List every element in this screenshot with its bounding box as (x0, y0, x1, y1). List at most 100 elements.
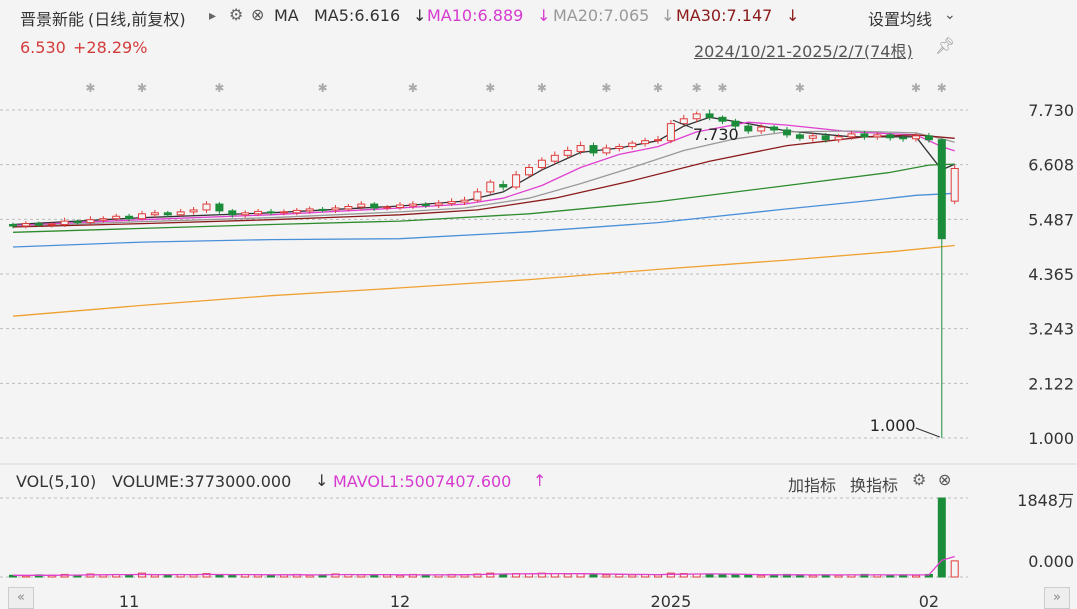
ma60-line (12, 163, 955, 233)
candle-body (254, 210, 263, 215)
candle-body (383, 206, 392, 209)
candle-body (641, 140, 650, 145)
candle-body (408, 203, 417, 207)
volume-bar (499, 573, 508, 578)
add-indicator-button[interactable]: 加指标 (788, 476, 837, 495)
candle-body (563, 149, 572, 156)
event-markers: ✱ ✱ ✱ ✱ ✱ ✱ ✱ ✱ ✱ ✱ ✱ ✱ ✱ ✱ (85, 81, 946, 95)
candle-body (912, 135, 920, 140)
annotation-arrow (672, 119, 694, 129)
volume-bar (602, 574, 611, 578)
volume-bar (718, 574, 727, 578)
candle-body (125, 215, 134, 220)
scroll-right-button[interactable]: » (1044, 587, 1070, 609)
candle-body (138, 213, 146, 220)
event-marker-icon: ✱ (408, 81, 418, 95)
y-tick-label: 6.608 (1028, 156, 1074, 175)
candle-body (396, 204, 404, 208)
scroll-left-button[interactable]: « (8, 587, 34, 609)
chart-mode: (日线,前复权) (88, 10, 186, 29)
candle-body (215, 203, 224, 212)
volume-bar (757, 574, 766, 578)
ma20-value: MA20:7.065 (553, 6, 650, 25)
ma5-value: MA5:6.616 (314, 6, 401, 25)
y-tick-label: 3.243 (1028, 320, 1074, 339)
candle-body (615, 146, 624, 150)
candle-body (460, 199, 469, 203)
candle-body (112, 215, 121, 220)
candle-body (744, 125, 753, 132)
candle-body (331, 207, 340, 211)
candle-body (370, 203, 379, 209)
chart-header: 晋景新能 (日线,前复权) ▸ ⚙ ⊗ MA MA5:6.616 ↓ MA10:… (0, 0, 1077, 62)
volume-bar (744, 574, 753, 578)
candle-body (821, 135, 830, 141)
x-tick-label: 11 (119, 592, 139, 609)
candle-body (202, 203, 211, 211)
candle-body (47, 223, 56, 226)
switch-indicator-button[interactable]: 换指标 (850, 476, 899, 495)
indicator-close-icon[interactable]: ⊗ (938, 470, 952, 489)
volume-value: VOLUME:3773000.000 (112, 472, 292, 491)
stock-name[interactable]: 晋景新能 (20, 10, 85, 29)
candle-body (447, 201, 456, 205)
gear-icon[interactable]: ⚙ (229, 5, 244, 24)
chevron-down-icon[interactable]: ⌄ (944, 7, 956, 23)
volume-bar (486, 572, 495, 578)
event-marker-icon: ✱ (318, 81, 328, 95)
volume-bar (163, 574, 172, 578)
candle-body (847, 133, 856, 138)
candle-body (705, 113, 714, 118)
candle-body (886, 134, 895, 139)
ma10-value: MA10:6.889 (427, 6, 524, 25)
y-tick-label: 2.122 (1028, 374, 1074, 393)
candle-body (770, 126, 779, 131)
price-gridlines (0, 109, 968, 439)
candle-body (602, 147, 611, 154)
ma10-line (12, 121, 955, 227)
event-marker-icon: ✱ (601, 81, 611, 95)
volume-bar (202, 573, 211, 578)
ma20-line (12, 130, 955, 228)
volume-bar (215, 574, 224, 578)
pin-icon[interactable]: 📌︎ (935, 36, 956, 55)
candle-body (783, 129, 791, 136)
candle-body (318, 208, 327, 211)
candle-body (60, 220, 69, 226)
candle-body (421, 204, 430, 207)
candle-body (589, 145, 598, 154)
volume-bar (589, 573, 598, 578)
moving-average-lines (12, 116, 955, 317)
indicator-gear-icon[interactable]: ⚙ (912, 470, 927, 489)
ma30-down-arrow-icon: ↓ (786, 6, 800, 25)
candle-body (473, 191, 482, 201)
ma30-value: MA30:7.147 (676, 6, 773, 25)
event-marker-icon: ✱ (214, 81, 224, 95)
candle-body (499, 184, 508, 188)
candle-body (899, 137, 908, 140)
y-tick-label: 7.730 (1028, 101, 1074, 120)
time-axis: 11 12 2025 02 (119, 592, 939, 609)
mavol1-value: MAVOL1:5007407.600 (333, 472, 512, 491)
close-icon[interactable]: ⊗ (251, 5, 265, 24)
candle-body (795, 134, 804, 139)
price-change: +28.29% (73, 38, 148, 57)
event-marker-icon: ✱ (795, 81, 805, 95)
candle-body (279, 211, 288, 214)
price-axis: 7.730 6.608 5.487 4.365 3.243 2.122 1.000 (1028, 101, 1074, 448)
date-range[interactable]: 2024/10/21-2025/2/7(74根) (694, 42, 913, 61)
volume-bar (628, 574, 637, 578)
event-marker-icon: ✱ (653, 81, 663, 95)
event-marker-icon: ✱ (937, 81, 947, 95)
volume-down-arrow-icon: ↓ (315, 471, 329, 490)
ma10-down-arrow-icon: ↓ (537, 6, 551, 25)
candle-body (163, 212, 172, 216)
low-price-label: 1.000 (870, 416, 916, 435)
candle-body (292, 209, 301, 214)
ma-settings-button[interactable]: 设置均线 (868, 10, 933, 29)
volume-bar (950, 560, 959, 578)
candle-body (731, 120, 740, 127)
x-tick-label: 12 (390, 592, 410, 609)
mode-dropdown-icon[interactable]: ▸ (209, 8, 217, 24)
